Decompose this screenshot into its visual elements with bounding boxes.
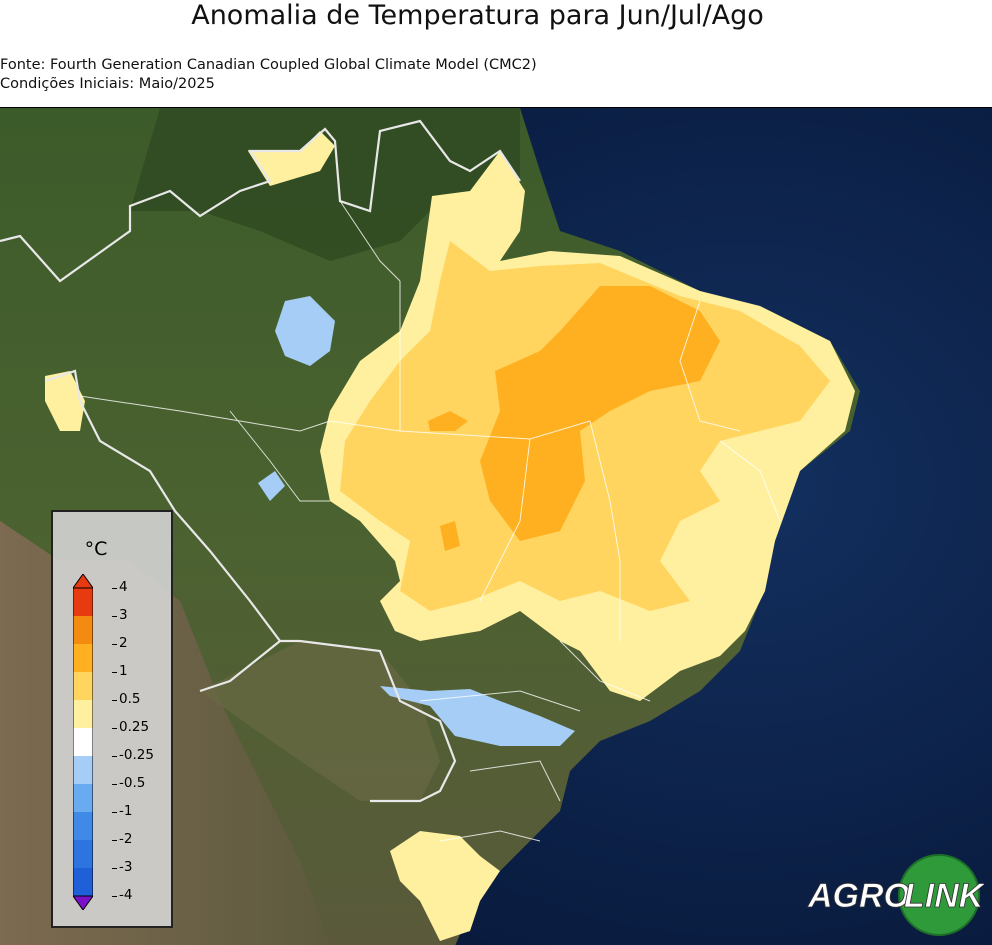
legend-tick-label: -2 (119, 831, 133, 847)
legend-tick-label: 0.5 (119, 691, 141, 707)
logo-text-left: AGRO (807, 877, 910, 915)
legend-tick-mark (112, 756, 117, 757)
legend-band (73, 784, 93, 813)
logo-circle (898, 854, 980, 936)
legend-tick-label: 0.25 (119, 719, 150, 735)
legend-tick-label: -1 (119, 803, 133, 819)
anomaly-orange-small2 (440, 521, 460, 551)
legend-tick-label: 2 (119, 635, 128, 651)
legend-extend-bottom (73, 895, 93, 910)
anomaly-light-blue-1 (275, 296, 335, 366)
chaco-region (200, 641, 440, 801)
legend-tick-label: -0.5 (119, 775, 146, 791)
legend-tick-mark (112, 700, 117, 701)
anomaly-light-yellow-nw (45, 371, 85, 431)
legend-tick-mark (112, 672, 117, 673)
color-legend: °C 4 3 2 1 0.5 0.25 -0.25 -0.5 -1 -2 -3 -4 (51, 510, 173, 928)
legend-tick-label: -0.25 (119, 747, 154, 763)
legend-band (73, 700, 93, 729)
legend-extend-top (73, 574, 93, 589)
source-text: Fonte: Fourth Generation Canadian Couple… (0, 57, 537, 73)
country-borders (0, 119, 521, 803)
anomaly-orange-small (428, 411, 468, 431)
legend-band (73, 672, 93, 701)
map-title: Anomalia de Temperatura para Jun/Jul/Ago (191, 0, 764, 31)
anomaly-light-yellow-south (390, 831, 500, 941)
legend-band (73, 840, 93, 869)
legend-band (73, 728, 93, 757)
legend-band (73, 644, 93, 673)
legend-tick-mark (112, 588, 117, 589)
amazon-north (130, 108, 520, 261)
initial-conditions-text: Condições Iniciais: Maio/2025 (0, 76, 215, 92)
agrolink-logo: AGRO LINK (806, 852, 986, 938)
legend-tick-label: 1 (119, 663, 128, 679)
legend-tick-mark (112, 868, 117, 869)
legend-tick-mark (112, 644, 117, 645)
state-borders (79, 200, 781, 842)
legend-colorbar (73, 574, 93, 910)
logo-graphic: AGRO LINK (807, 854, 986, 936)
legend-tick-mark (112, 616, 117, 617)
legend-band (73, 756, 93, 785)
legend-band (73, 588, 93, 617)
legend-band (73, 616, 93, 645)
anomaly-orange (480, 286, 720, 541)
anomaly-light-blue-3 (380, 686, 575, 746)
legend-band (73, 812, 93, 841)
legend-tick-mark (112, 812, 117, 813)
legend-tick-mark (112, 896, 117, 897)
legend-tick-mark (112, 840, 117, 841)
legend-tick-mark (112, 728, 117, 729)
legend-tick-mark (112, 784, 117, 785)
legend-tick-label: 4 (119, 579, 128, 595)
legend-tick-label: -4 (119, 887, 133, 903)
anomaly-light-blue-2 (258, 471, 285, 501)
legend-outline (73, 587, 93, 897)
logo-text-right: LINK (904, 877, 984, 915)
legend-unit: °C (84, 538, 108, 560)
legend-tick-label: 3 (119, 607, 128, 623)
legend-tick-label: -3 (119, 859, 133, 875)
anomaly-light-yellow-n (248, 131, 335, 186)
legend-band (73, 868, 93, 897)
